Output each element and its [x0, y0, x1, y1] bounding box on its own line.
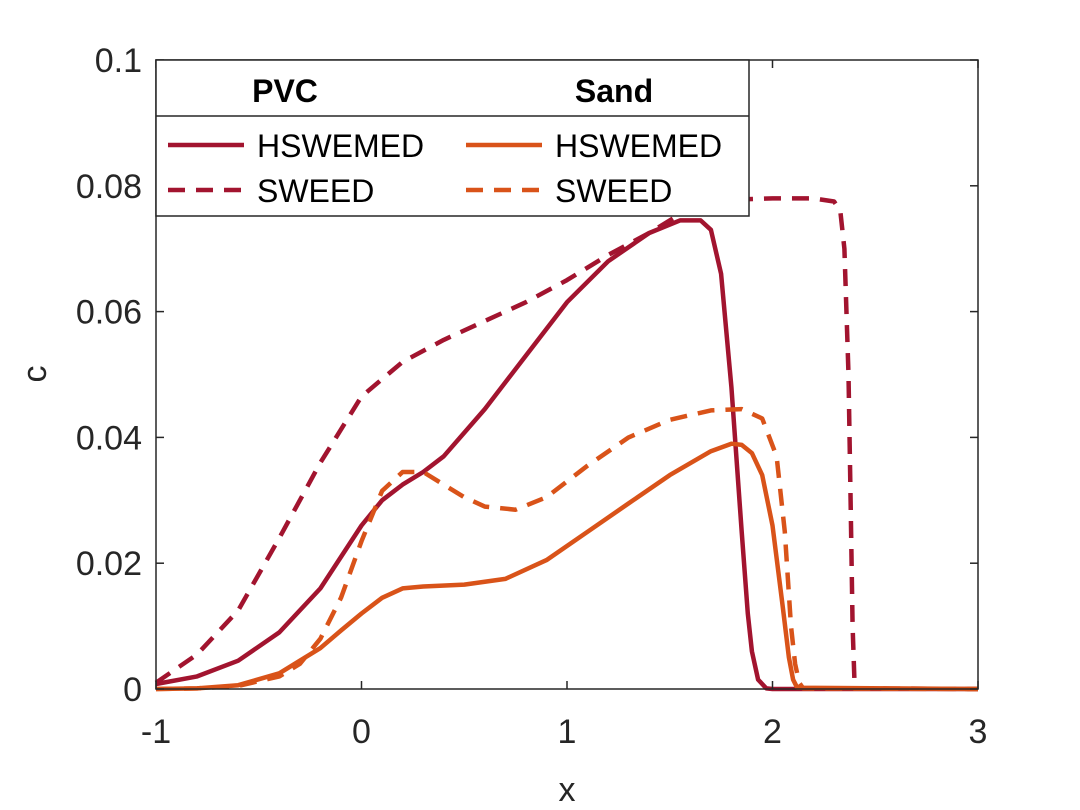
x-axis-label: x — [559, 771, 576, 809]
x-tick-label: 0 — [352, 713, 371, 751]
legend-label-sand-sweed: SWEED — [555, 173, 672, 209]
y-tick-label: 0.06 — [76, 294, 142, 332]
legend-label-pvc-hswemed: HSWEMED — [257, 128, 424, 164]
legend: PVC Sand HSWEMED SWEED HSWEMED SWEED — [155, 59, 750, 217]
y-tick-label: 0.1 — [95, 42, 142, 80]
y-tick-label: 0.08 — [76, 168, 142, 206]
legend-header-sand: Sand — [575, 73, 653, 109]
ticks-layer: -1 0 1 2 3 0 0.02 0.04 0.06 0.08 0.1 — [76, 42, 988, 751]
x-tick-label: 3 — [969, 713, 988, 751]
legend-label-sand-hswemed: HSWEMED — [555, 128, 722, 164]
y-tick-label: 0.04 — [76, 419, 142, 457]
series-line-sand-hswemed — [155, 441, 979, 692]
x-tick-label: -1 — [141, 713, 171, 751]
y-tick-label: 0 — [123, 671, 142, 709]
series-layer — [154, 196, 979, 692]
legend-box — [155, 59, 750, 217]
x-tick-label: 1 — [558, 713, 577, 751]
series-line-pvc-hswemed — [155, 218, 978, 692]
series-line-sand-sweed — [155, 406, 979, 692]
legend-label-pvc-sweed: SWEED — [257, 173, 374, 209]
y-axis-label: c — [16, 366, 54, 383]
y-tick-label: 0.02 — [76, 545, 142, 583]
legend-header-pvc: PVC — [252, 73, 318, 109]
x-tick-label: 2 — [763, 713, 782, 751]
